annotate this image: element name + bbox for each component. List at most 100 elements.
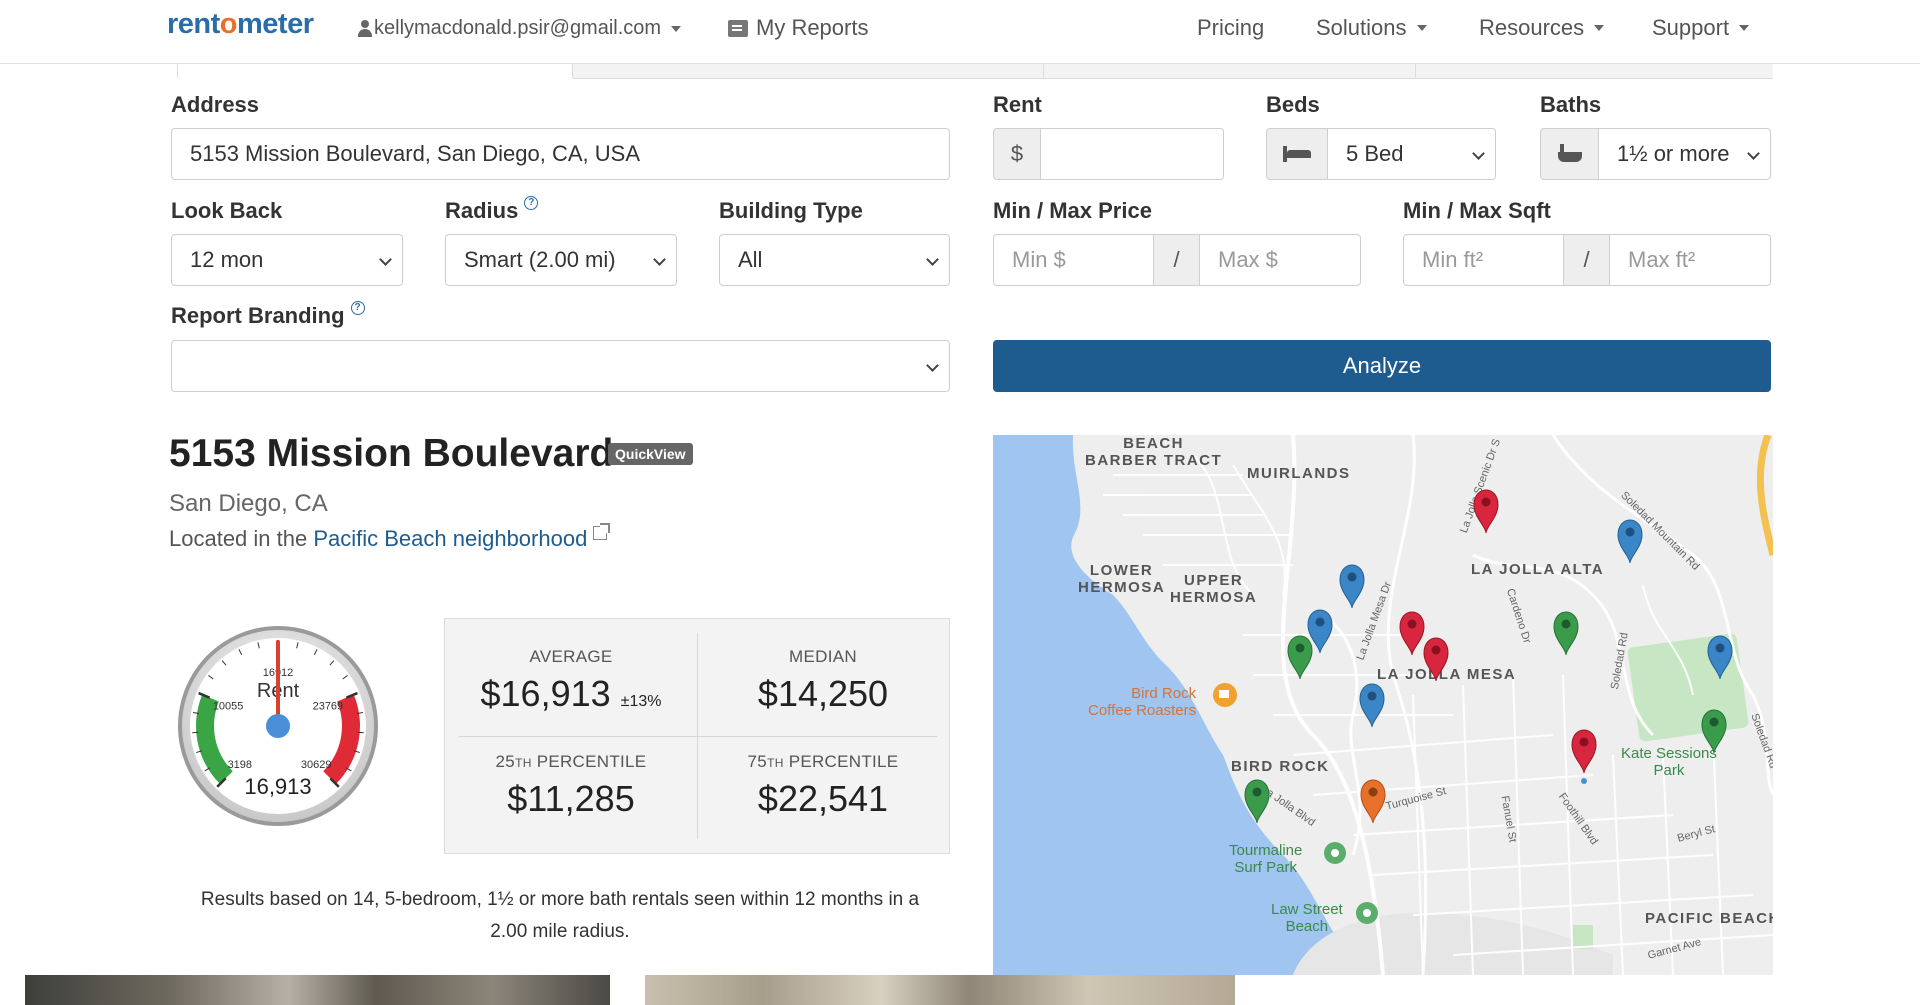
nav-pricing[interactable]: Pricing: [1197, 15, 1264, 41]
rent-stats-panel: AVERAGE $16,913 ±13% MEDIAN $14,250 25TH…: [444, 618, 950, 854]
gauge-minor-tick: [329, 660, 335, 666]
radius-select[interactable]: Smart (2.00 mi): [445, 234, 677, 286]
poi-tourmaline-surf-park-text: Tourmaline Surf Park: [1229, 842, 1303, 876]
poi-kate-sessions-park-text: Kate Sessions Park: [1621, 745, 1717, 779]
lookback-select[interactable]: 12 mon: [171, 234, 403, 286]
bathtub-icon: [1557, 144, 1582, 164]
median-label: MEDIAN: [789, 647, 857, 666]
map-area-lower-hermosa-text: LOWER HERMOSA: [1078, 562, 1166, 596]
listing-photo[interactable]: [25, 975, 610, 1005]
comparables-map[interactable]: BEACH BARBER TRACT MUIRLANDS LOWER HERMO…: [993, 435, 1773, 975]
max-price-input[interactable]: Max $: [1199, 234, 1361, 286]
price-label: Min / Max Price: [993, 198, 1152, 223]
building-type-label: Building Type: [719, 198, 863, 223]
radius-value: Smart (2.00 mi): [464, 247, 616, 272]
poi-bird-rock-coffee-text: Bird Rock Coffee Roasters: [1088, 685, 1197, 719]
analyze-button[interactable]: Analyze: [993, 340, 1771, 392]
tab-strip: [573, 64, 1773, 79]
building-type-select[interactable]: All: [719, 234, 950, 286]
neighborhood-line: Located in the Pacific Beach neighborhoo…: [169, 523, 611, 552]
p25-value: $11,285: [507, 778, 635, 819]
help-icon[interactable]: ?: [524, 196, 539, 210]
gauge-minor-tick: [345, 767, 352, 772]
top-navbar: rentometer kellymacdonald.psir@gmail.com…: [0, 0, 1920, 64]
gauge-major-tick: [198, 691, 211, 699]
nav-support-label: Support: [1652, 15, 1730, 40]
map-area-barber-tract-text: BEACH BARBER TRACT: [1085, 435, 1223, 469]
gauge-minor-tick: [221, 660, 227, 666]
poi-law-street-beach-text: Law Street Beach: [1271, 901, 1343, 935]
median-value: $14,250: [757, 673, 889, 714]
gauge-minor-tick: [342, 675, 348, 680]
p75-label: PERCENTILE: [783, 752, 899, 771]
p25-num: 25: [495, 752, 516, 771]
radius-label: Radius: [445, 198, 519, 223]
sqft-label: Min / Max Sqft: [1403, 198, 1551, 223]
my-reports-link[interactable]: My Reports: [728, 15, 868, 41]
gauge-tick-label-75: 23769: [313, 700, 344, 712]
gauge-value: 16,913: [244, 774, 311, 799]
map-area-upper-hermosa: UPPER HERMOSA: [1170, 572, 1257, 606]
map-area-la-jolla-alta: LA JOLLA ALTA: [1471, 561, 1605, 578]
listing-photo[interactable]: [645, 975, 1235, 1005]
rentometer-logo[interactable]: rentometer: [167, 8, 314, 40]
nav-resources[interactable]: Resources: [1479, 15, 1605, 41]
poi-law-street-beach[interactable]: Law Street Beach: [1271, 901, 1343, 935]
poi-tourmaline-surf-park[interactable]: Tourmaline Surf Park: [1229, 842, 1302, 876]
help-icon[interactable]: ?: [350, 301, 365, 315]
address-value: 5153 Mission Boulevard, San Diego, CA, U…: [190, 141, 641, 166]
gauge-green-band: [196, 694, 233, 784]
average-value: $16,913: [480, 673, 611, 714]
map-area-muirlands: MUIRLANDS: [1247, 465, 1351, 482]
map-area-barber-tract: BEACH BARBER TRACT: [1085, 435, 1222, 469]
map-area-bird-rock: BIRD ROCK: [1231, 758, 1330, 775]
rent-input[interactable]: [1040, 128, 1224, 180]
nav-pricing-label: Pricing: [1197, 15, 1265, 40]
gauge-minor-tick: [238, 649, 243, 655]
gauge-minor-tick: [208, 675, 214, 680]
neighborhood-link[interactable]: Pacific Beach neighborhood: [313, 526, 588, 551]
nav-resources-label: Resources: [1479, 15, 1585, 40]
min-price-input[interactable]: Min $: [993, 234, 1154, 286]
nav-support[interactable]: Support: [1652, 15, 1750, 41]
branding-label: Report Branding: [171, 303, 345, 328]
quickview-badge: QuickView: [608, 443, 693, 465]
address-input[interactable]: 5153 Mission Boulevard, San Diego, CA, U…: [171, 128, 950, 180]
chevron-down-icon: [926, 359, 939, 372]
bed-addon: [1266, 128, 1328, 180]
located-prefix: Located in the: [169, 526, 314, 551]
reports-icon: [728, 19, 748, 37]
baths-value: 1½ or more: [1617, 141, 1730, 166]
ocean: [993, 435, 1363, 975]
report-branding-select[interactable]: [171, 340, 950, 392]
nav-solutions[interactable]: Solutions: [1316, 15, 1427, 41]
bed-icon: [1283, 146, 1311, 162]
building-type-value: All: [738, 247, 763, 272]
chevron-down-icon: [1416, 25, 1427, 31]
poi-kate-sessions-park[interactable]: Kate Sessions Park: [1621, 745, 1717, 779]
chevron-down-icon: [926, 253, 939, 266]
average-pm: ±13%: [620, 693, 662, 710]
listing-photos-strip: [0, 975, 1920, 1005]
stat-median: MEDIAN $14,250: [703, 647, 943, 715]
user-menu[interactable]: kellymacdonald.psir@gmail.com: [358, 17, 682, 40]
map-area-upper-hermosa-text: UPPER HERMOSA: [1170, 572, 1258, 606]
baths-select[interactable]: 1½ or more: [1598, 128, 1771, 180]
chevron-down-icon: [1739, 25, 1750, 31]
p25-label: PERCENTILE: [531, 752, 647, 771]
beds-select[interactable]: 5 Bed: [1327, 128, 1496, 180]
gauge-minor-tick: [296, 642, 299, 649]
gauge-major-tick: [216, 777, 227, 788]
p75-value: $22,541: [757, 778, 889, 819]
min-sqft-input[interactable]: Min ft²: [1403, 234, 1564, 286]
rent-label: Rent: [993, 92, 1042, 117]
address-label: Address: [171, 92, 260, 117]
gauge-red-band: [323, 694, 360, 784]
max-sqft-input[interactable]: Max ft²: [1609, 234, 1771, 286]
chevron-down-icon: [1747, 147, 1760, 160]
gauge-hub: [266, 714, 290, 738]
gauge-minor-tick: [313, 649, 318, 655]
poi-bird-rock-coffee[interactable]: Bird Rock Coffee Roasters: [1088, 685, 1196, 719]
gauge-minor-tick: [196, 750, 203, 754]
